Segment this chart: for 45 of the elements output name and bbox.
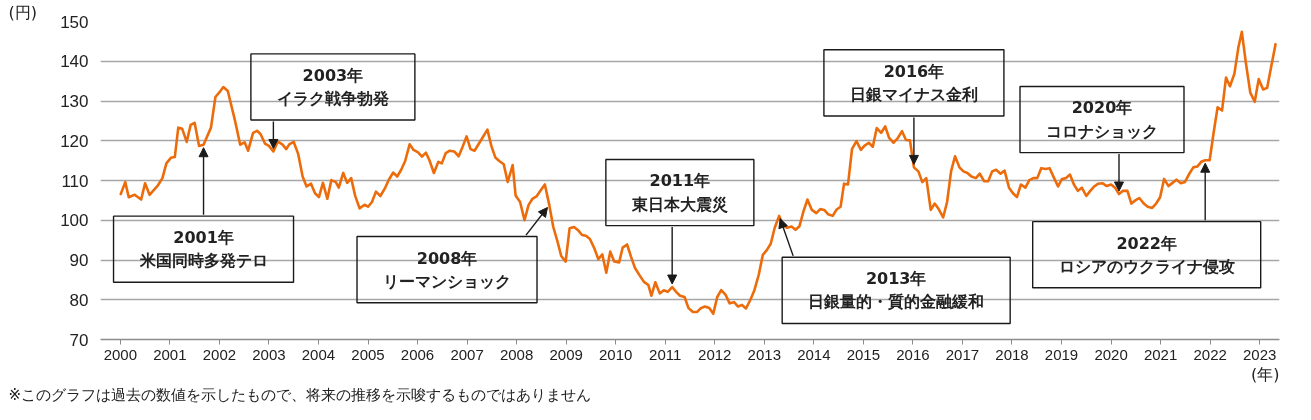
y-tick-label: 110 xyxy=(61,171,89,191)
y-tick-label: 90 xyxy=(69,251,89,270)
y-tick-label: 120 xyxy=(60,131,89,151)
y-tick-label: 70 xyxy=(69,330,89,350)
x-tick-label: 2023 xyxy=(1243,345,1277,363)
x-tick-label: 2018 xyxy=(995,345,1029,363)
x-tick-label: 2003 xyxy=(252,345,286,363)
y-tick-label: 150 xyxy=(60,12,89,32)
y-tick-label: 140 xyxy=(60,52,89,72)
x-tick-label: 2000 xyxy=(103,345,138,363)
x-tick-label: 2006 xyxy=(400,345,435,363)
x-tick-label: 2020 xyxy=(1094,345,1128,363)
y-tick-label: 80 xyxy=(69,290,89,310)
x-tick-label: 2013 xyxy=(747,345,781,363)
annotation: 2008年リーマンショック xyxy=(383,248,512,291)
x-tick-label: 2011 xyxy=(649,345,682,363)
annotation: 2011年東日本大震災 xyxy=(630,171,728,214)
x-tick-label: 2019 xyxy=(1044,345,1079,363)
x-tick-label: 2007 xyxy=(450,345,484,363)
x-tick-label: 2002 xyxy=(202,345,237,363)
annotation: 2001年米国同時多発テロ xyxy=(138,228,268,271)
x-tick-label: 2001 xyxy=(153,345,187,363)
annotation: 2020年コロナショック xyxy=(1046,98,1158,141)
annotation: 2016年日銀マイナス金利 xyxy=(849,61,978,104)
text: ※このグラフは過去の数値を示したもので、将来の推移を示唆するものではありません xyxy=(8,385,592,404)
y-tick-label: 130 xyxy=(60,92,89,111)
annotation: 2013年日銀量的・質的金融緩和 xyxy=(808,269,985,312)
x-tick-label: 2012 xyxy=(698,345,732,363)
x-tick-label: 2014 xyxy=(797,345,831,363)
x-tick-label: 2009 xyxy=(549,345,583,363)
x-tick-label: 2004 xyxy=(301,345,336,363)
annotation: 2003年イラク戦争勃発 xyxy=(276,65,389,109)
x-tick-label: 2010 xyxy=(599,345,633,363)
x-tick-label: 2015 xyxy=(846,345,881,363)
x-tick-label: 2022 xyxy=(1193,345,1227,363)
x-tick-label: 2005 xyxy=(351,345,385,363)
annotation: 2022年ロシアのウクライナ侵攻 xyxy=(1058,233,1235,276)
x-axis-title: (年) xyxy=(1251,364,1280,384)
y-axis-title: (円) xyxy=(8,2,37,22)
line-series xyxy=(119,30,1277,315)
x-tick-label: 2016 xyxy=(896,345,930,363)
x-tick-label: 2021 xyxy=(1143,345,1178,363)
y-tick-label: 100 xyxy=(60,211,89,231)
x-tick-label: 2017 xyxy=(945,345,980,363)
x-tick-label: 2008 xyxy=(499,345,534,363)
